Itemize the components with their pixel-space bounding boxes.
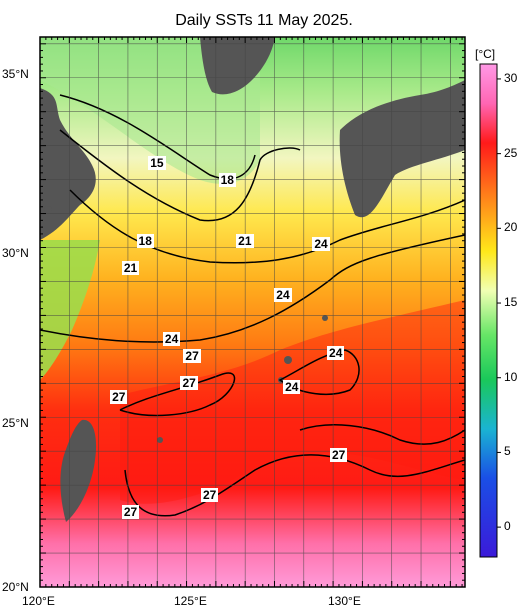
lon-label-125: 125°E [174, 594, 207, 608]
contour-label: 15 [148, 155, 166, 170]
land-china [40, 37, 96, 240]
island [322, 315, 328, 321]
lat-label-35: 35°N [2, 67, 29, 81]
lat-label-30: 30°N [2, 246, 29, 260]
warm-pool [120, 300, 465, 504]
land-china-south [40, 240, 100, 380]
contour-label: 24 [312, 237, 330, 252]
contour-label: 21 [121, 260, 140, 275]
island [284, 356, 292, 364]
contour-24 [40, 234, 465, 343]
map-frame [39, 36, 466, 588]
contour-label: 18 [218, 172, 236, 187]
tick-marks [39, 37, 465, 588]
map-title: Daily SSTs 11 May 2025. [175, 12, 353, 29]
contour-15 [59, 94, 256, 180]
contour-label: 24 [162, 332, 181, 347]
land-japan [339, 80, 465, 218]
contour-27c [299, 424, 465, 445]
island [44, 206, 52, 214]
contour-label: 24 [283, 379, 301, 394]
contour-label: 21 [236, 233, 254, 248]
lon-label-120: 120°E [22, 594, 55, 608]
contour-27 [119, 372, 236, 417]
colorbar-unit: [°C] [475, 47, 496, 61]
colorbar-tick-label: 25 [504, 145, 518, 160]
contour-18 [59, 129, 301, 222]
contour-27b [124, 454, 465, 517]
contour-24b [278, 349, 360, 396]
contour-label: 24 [274, 288, 292, 303]
contour-label: 18 [136, 233, 154, 248]
lon-label-130: 130°E [328, 594, 361, 608]
lat-label-20: 20°N [2, 580, 29, 594]
lat-label-25: 25°N [2, 416, 29, 430]
contour-label: 27 [329, 447, 348, 462]
contour-label: 27 [183, 349, 201, 364]
colorbar-tick-label: 10 [504, 369, 518, 384]
island [157, 437, 163, 443]
contour-label: 27 [201, 488, 219, 503]
colorbar-tick-label: 0 [504, 519, 511, 534]
colorbar-tick-label: 5 [504, 444, 511, 459]
contour-label: 27 [180, 376, 198, 391]
colorbar-tick-label: 30 [504, 70, 518, 85]
cool-water [40, 37, 260, 184]
colorbar-tick-label: 20 [504, 220, 518, 235]
colorbar-ticks [497, 78, 501, 528]
colorbar [479, 63, 498, 558]
colorbar-tick-label: 15 [504, 295, 518, 310]
land-korea [200, 37, 275, 95]
contour-21 [69, 189, 465, 264]
contour-label: 27 [110, 389, 128, 404]
graticule [39, 37, 465, 588]
contour-label: 24 [327, 345, 345, 360]
contour-label: 27 [121, 505, 140, 520]
